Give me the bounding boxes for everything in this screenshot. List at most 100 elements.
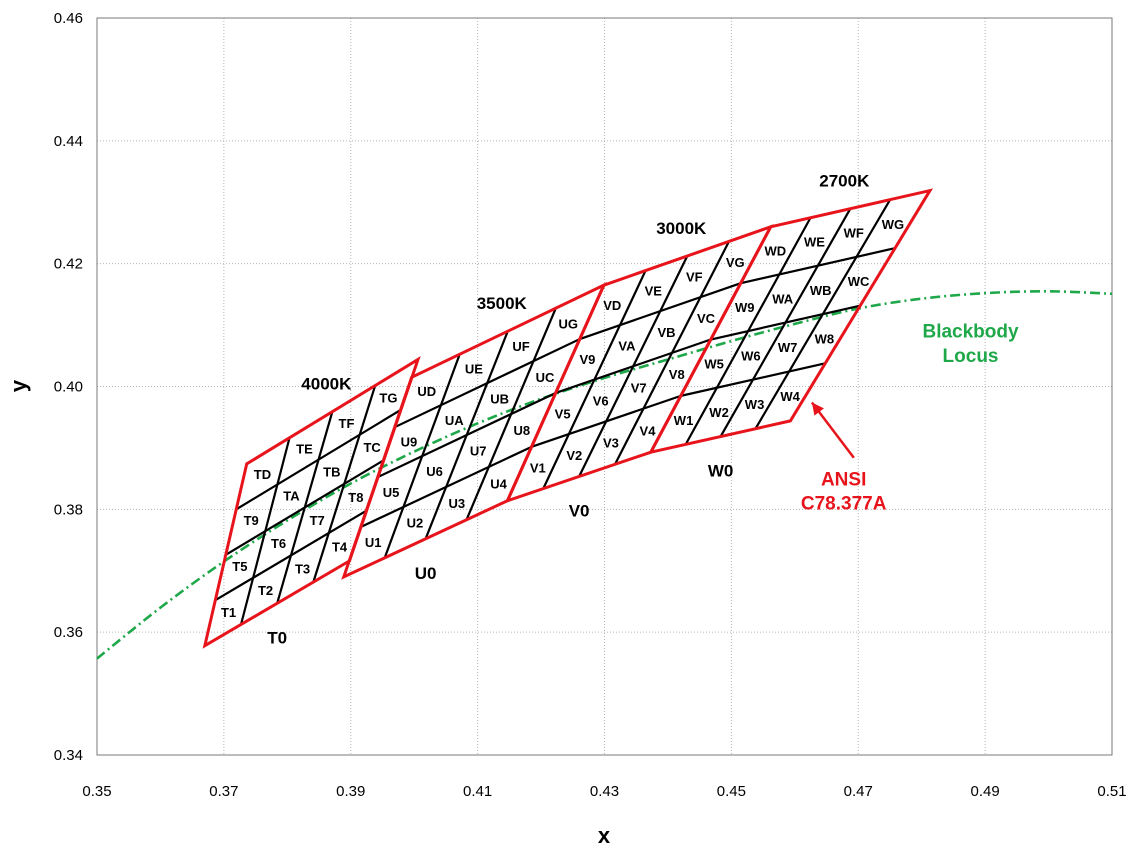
row0-label-v: V0 (569, 501, 590, 520)
x-tick-label: 0.49 (971, 783, 1000, 800)
bin-label-vd: VD (603, 298, 621, 313)
sub-bin-col-line (465, 307, 557, 521)
bin-label-ve: VE (645, 284, 663, 299)
y-tick-label: 0.36 (54, 624, 83, 641)
row0-label-t: T0 (267, 628, 287, 647)
bin-label-t1: T1 (221, 605, 236, 620)
y-tick-label: 0.34 (54, 747, 83, 764)
bin-label-t7: T7 (310, 513, 325, 528)
bin-label-wb: WB (810, 283, 832, 298)
row0-label-w: W0 (708, 462, 734, 481)
bin-label-vf: VF (686, 269, 703, 284)
bin-label-u3: U3 (448, 496, 465, 511)
x-tick-label: 0.51 (1097, 783, 1126, 800)
locus-label-line1: Blackbody (922, 321, 1019, 342)
sub-bin-col-line (684, 217, 812, 445)
bin-label-u5: U5 (383, 485, 400, 500)
bin-label-wc: WC (848, 274, 870, 289)
sub-bin-grids (214, 199, 896, 625)
y-tick-label: 0.46 (54, 10, 83, 27)
cct-labels: 4000K T0 3500K U0 3000K V0 2700K W0 (267, 172, 870, 648)
blackbody-locus (96, 290, 1113, 660)
bin-label-tf: TF (339, 416, 355, 431)
bin-labels: T1 T2 T3 T4 T5 T6 T7 T8 T9 TA TB TC TD TE TF TG U1 U2 U3 U4… (221, 217, 904, 620)
sub-bin-col-line (383, 353, 461, 559)
bin-label-t4: T4 (332, 540, 348, 555)
ansi-label-line2: C78.377A (801, 493, 887, 514)
bin-label-wf: WF (844, 226, 864, 241)
y-tick-label: 0.40 (54, 379, 83, 396)
bin-label-v3: V3 (603, 436, 619, 451)
bin-label-w4: W4 (780, 389, 800, 404)
x-tick-label: 0.35 (82, 783, 111, 800)
sub-bin-col-line (276, 411, 334, 604)
quadrangle-outline-t (202, 356, 421, 649)
bin-label-ug: UG (558, 316, 578, 331)
plot-area-border (96, 17, 1113, 756)
x-tick-label: 0.45 (717, 783, 746, 800)
bin-label-v2: V2 (566, 448, 582, 463)
bin-label-t5: T5 (232, 559, 247, 574)
bin-label-t2: T2 (258, 583, 273, 598)
ansi-label-line1: ANSI (821, 469, 866, 490)
blackbody-locus-curve (96, 290, 1113, 660)
sub-bin-col-line (424, 330, 509, 540)
y-tick-labels: 0.34 0.36 0.38 0.40 0.42 0.44 0.46 (54, 10, 83, 764)
bin-label-v8: V8 (669, 367, 685, 382)
bin-label-ud: UD (417, 384, 436, 399)
x-tick-label: 0.47 (844, 783, 873, 800)
bin-label-v1: V1 (530, 461, 546, 476)
bin-label-wg: WG (882, 217, 904, 232)
x-tick-label: 0.41 (463, 783, 492, 800)
x-tick-labels: 0.35 0.37 0.39 0.41 0.43 0.45 0.47 0.49 0.51 (82, 783, 1126, 800)
bin-label-w3: W3 (745, 397, 765, 412)
y-tick-label: 0.44 (54, 133, 83, 150)
plot-frame (96, 17, 1113, 756)
sub-bin-col-line (719, 208, 852, 438)
gridlines (96, 17, 1113, 756)
y-axis-title: y (6, 379, 31, 392)
cct-label-u: 3500K (477, 294, 528, 313)
bin-label-u1: U1 (365, 535, 382, 550)
quadrangle-outline-w (647, 188, 934, 455)
bin-label-u2: U2 (407, 516, 424, 531)
bin-label-vc: VC (697, 311, 716, 326)
cct-label-v: 3000K (656, 219, 707, 238)
bin-label-ub: UB (490, 391, 509, 406)
bin-label-wa: WA (772, 291, 794, 306)
bin-label-v9: V9 (580, 352, 596, 367)
bin-label-t6: T6 (271, 536, 286, 551)
bin-label-w5: W5 (704, 357, 724, 372)
bin-label-u8: U8 (513, 423, 530, 438)
bin-label-w8: W8 (815, 332, 835, 347)
bin-label-t9: T9 (244, 513, 259, 528)
bin-label-v6: V6 (593, 393, 609, 408)
cct-label-t: 4000K (301, 375, 352, 394)
bin-label-ue: UE (465, 361, 483, 376)
bin-label-w6: W6 (741, 348, 761, 363)
bin-label-vb: VB (657, 325, 675, 340)
bin-label-t8: T8 (348, 490, 363, 505)
bin-label-u7: U7 (470, 444, 487, 459)
bin-label-v7: V7 (631, 380, 647, 395)
bin-label-wd: WD (764, 244, 786, 259)
x-tick-label: 0.37 (209, 783, 238, 800)
bin-label-td: TD (254, 467, 271, 482)
y-tick-label: 0.38 (54, 501, 83, 518)
bin-label-t3: T3 (295, 561, 310, 576)
ansi-arrow-head (811, 402, 824, 416)
sub-bin-col-line (542, 270, 647, 490)
bin-label-tb: TB (323, 464, 340, 479)
bin-label-tc: TC (363, 440, 381, 455)
sub-bin-col-line (754, 199, 892, 430)
bin-label-we: WE (804, 235, 825, 250)
bin-label-vg: VG (726, 255, 745, 270)
bin-label-ua: UA (445, 413, 464, 428)
row0-label-u: U0 (415, 564, 437, 583)
sub-bin-col-line (578, 255, 689, 477)
bin-label-w1: W1 (674, 413, 694, 428)
x-tick-label: 0.39 (336, 783, 365, 800)
bin-label-u6: U6 (426, 464, 443, 479)
bin-label-uc: UC (536, 370, 555, 385)
